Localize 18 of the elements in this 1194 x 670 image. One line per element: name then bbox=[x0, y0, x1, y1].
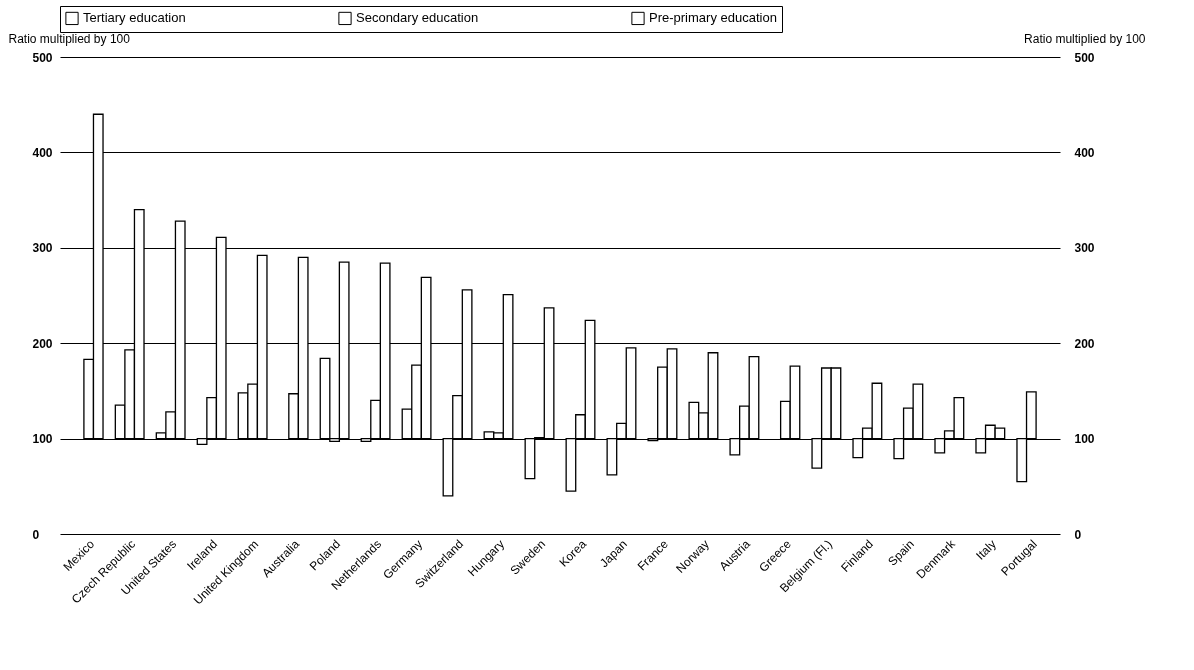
y-tick-label: 400 bbox=[32, 145, 53, 160]
y-tick-label: 300 bbox=[32, 241, 53, 256]
y2-axis-title: Ratio multiplied by 100 bbox=[1024, 31, 1146, 46]
y-tick-label: 0 bbox=[32, 527, 40, 542]
y2-tick-label: 100 bbox=[1074, 432, 1095, 447]
y2-tick-label: 300 bbox=[1074, 241, 1095, 256]
y-axis-title: Ratio multiplied by 100 bbox=[8, 31, 131, 46]
legend-label: Secondary education bbox=[356, 10, 479, 26]
y2-tick-label: 200 bbox=[1074, 336, 1095, 351]
y2-tick-label: 500 bbox=[1074, 50, 1095, 65]
y2-tick-label: 0 bbox=[1074, 527, 1082, 542]
y-tick-label: 200 bbox=[32, 336, 53, 351]
y2-tick-label: 400 bbox=[1074, 145, 1095, 160]
legend-label: Tertiary education bbox=[83, 10, 186, 26]
x-tick-label: Italy bbox=[973, 537, 999, 563]
y-tick-label: 100 bbox=[32, 432, 53, 447]
legend-label: Pre-primary education bbox=[649, 10, 777, 26]
y-tick-label: 500 bbox=[32, 50, 53, 65]
